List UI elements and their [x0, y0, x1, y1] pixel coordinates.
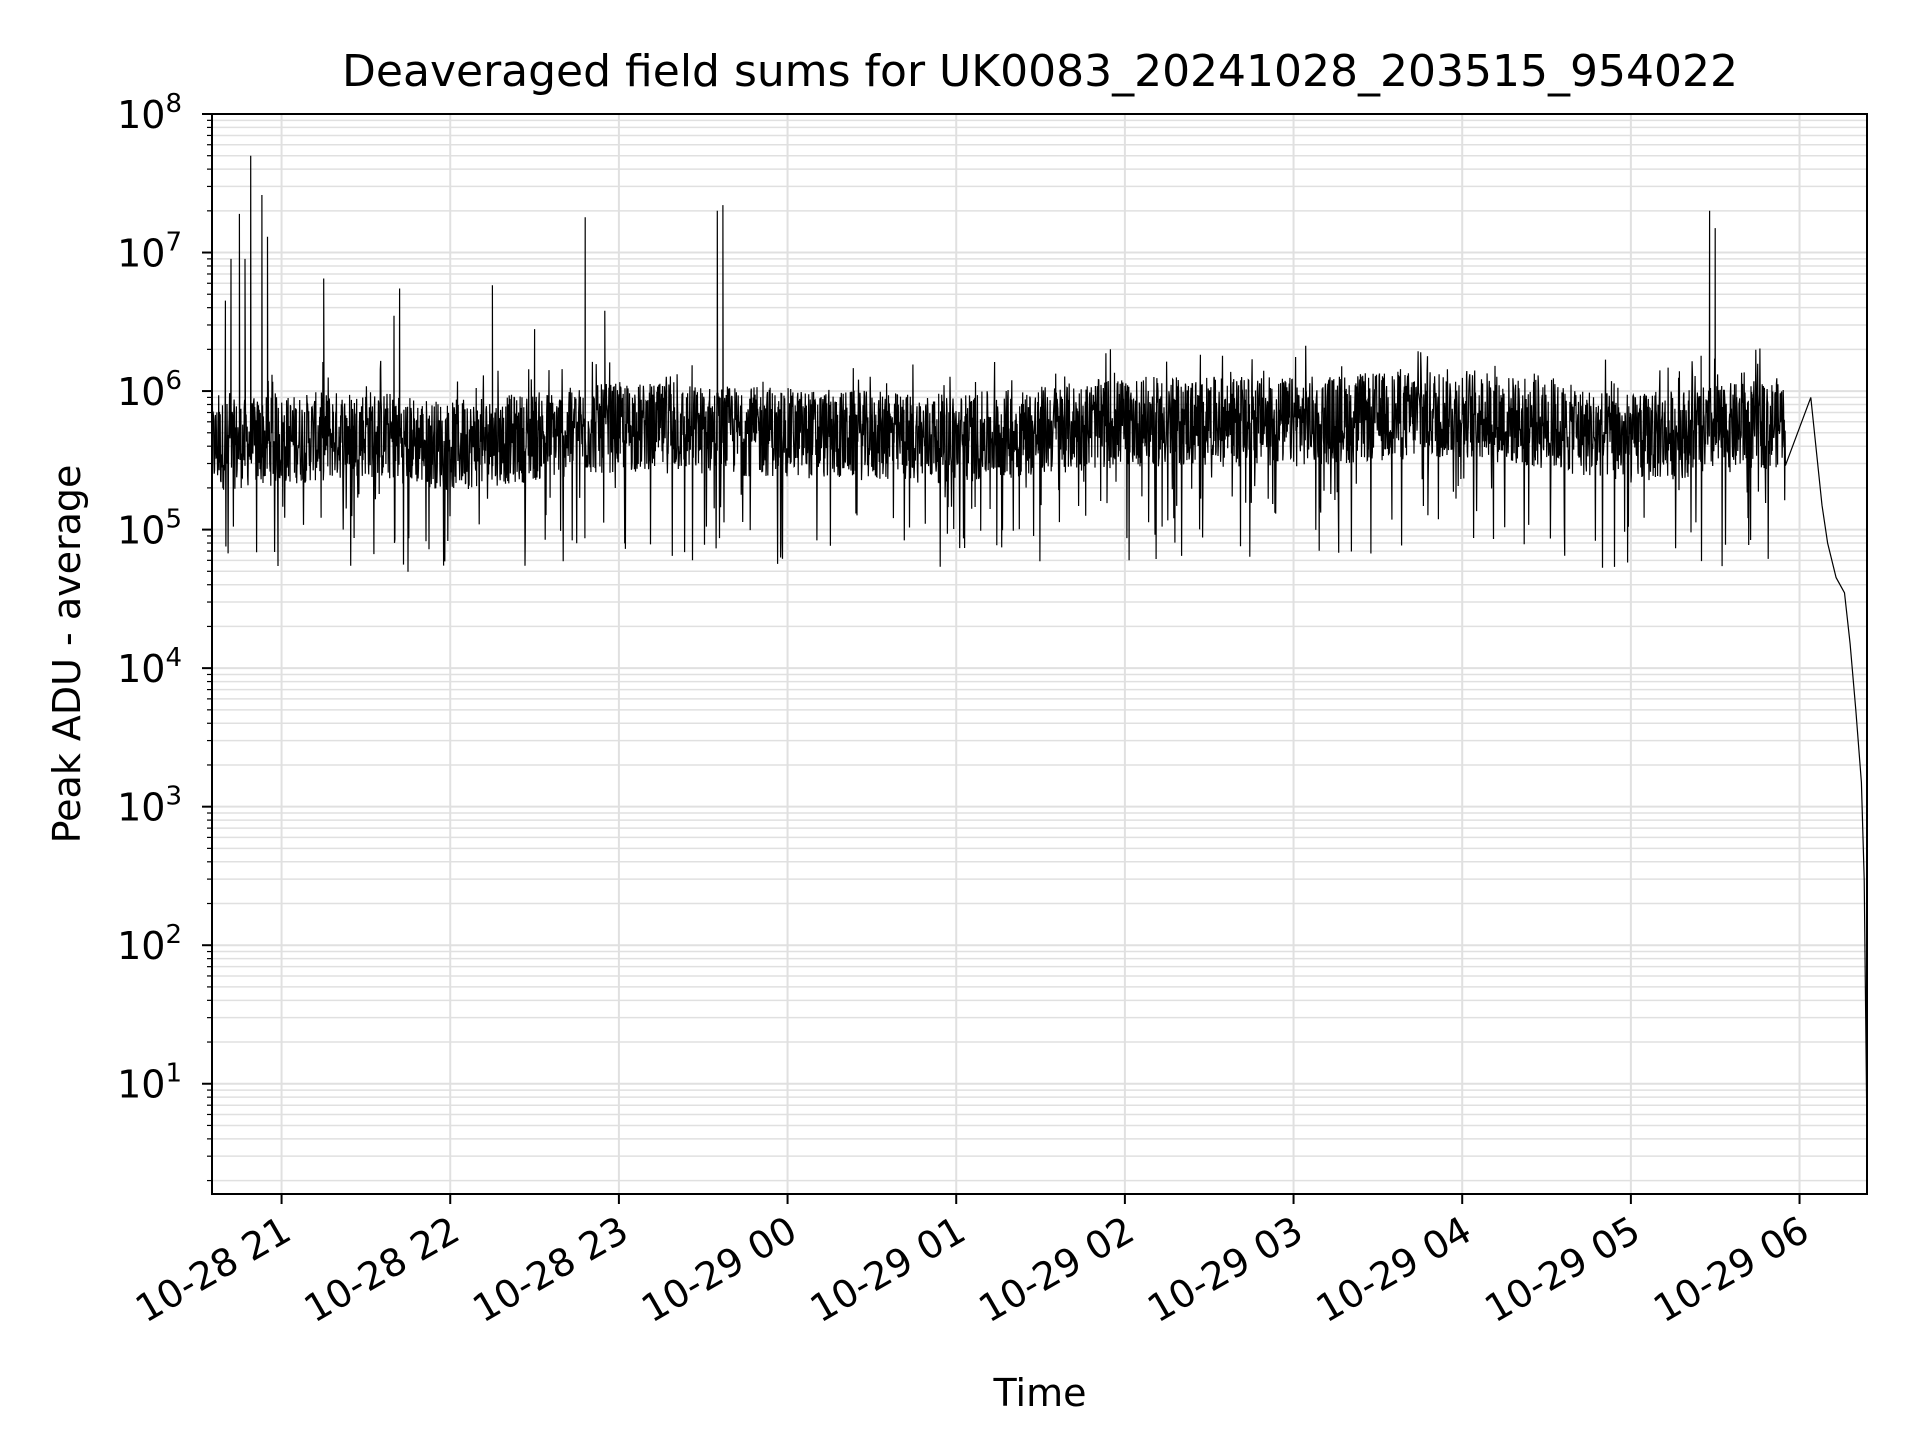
x-axis-label: Time — [993, 1371, 1087, 1415]
plot-frame — [211, 113, 1868, 1195]
y-tick-label: 101 — [117, 1059, 182, 1107]
series-line — [211, 155, 1868, 1139]
y-axis-label: Peak ADU - average — [45, 465, 89, 844]
y-tick-label: 104 — [117, 643, 182, 691]
y-tick-label: 107 — [117, 228, 182, 276]
y-tick-label: 108 — [117, 89, 182, 137]
y-tick-label: 106 — [117, 366, 182, 414]
y-tick-label: 103 — [117, 782, 182, 830]
y-tick-label: 105 — [117, 505, 182, 553]
y-tick-label: 102 — [117, 920, 182, 968]
chart-title: Deaveraged field sums for UK0083_2024102… — [342, 46, 1738, 97]
